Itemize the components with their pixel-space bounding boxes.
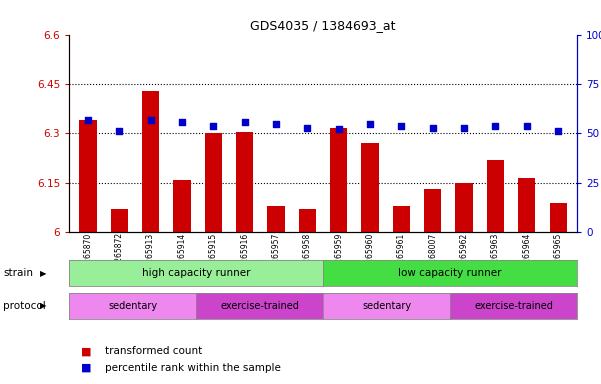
Text: sedentary: sedentary xyxy=(362,301,411,311)
Bar xyxy=(173,180,191,232)
Text: high capacity runner: high capacity runner xyxy=(142,268,251,278)
Point xyxy=(271,121,281,127)
Bar xyxy=(111,209,128,232)
Point xyxy=(490,122,500,129)
Point xyxy=(428,124,438,131)
Bar xyxy=(549,203,567,232)
Bar xyxy=(267,206,285,232)
Bar xyxy=(424,189,441,232)
Bar xyxy=(142,91,159,232)
Point xyxy=(177,119,187,125)
Text: ■: ■ xyxy=(81,346,91,356)
Point xyxy=(114,128,124,134)
Bar xyxy=(487,160,504,232)
Text: percentile rank within the sample: percentile rank within the sample xyxy=(105,363,281,373)
Text: exercise-trained: exercise-trained xyxy=(474,301,553,311)
Bar xyxy=(79,120,97,232)
Point xyxy=(302,124,312,131)
Text: strain: strain xyxy=(3,268,33,278)
Text: ■: ■ xyxy=(81,363,91,373)
Text: ▶: ▶ xyxy=(40,301,47,310)
Point xyxy=(522,122,532,129)
Point xyxy=(146,116,156,122)
Title: GDS4035 / 1384693_at: GDS4035 / 1384693_at xyxy=(250,19,396,32)
Point xyxy=(334,126,344,132)
Point xyxy=(240,119,249,125)
Bar xyxy=(518,178,535,232)
Bar xyxy=(393,206,410,232)
Bar xyxy=(330,129,347,232)
Bar xyxy=(299,209,316,232)
Point xyxy=(554,128,563,134)
Text: ▶: ▶ xyxy=(40,268,47,278)
Text: transformed count: transformed count xyxy=(105,346,203,356)
Bar xyxy=(205,133,222,232)
Text: protocol: protocol xyxy=(3,301,46,311)
Text: exercise-trained: exercise-trained xyxy=(220,301,299,311)
Point xyxy=(83,116,93,122)
Point xyxy=(397,122,406,129)
Bar xyxy=(456,183,473,232)
Text: sedentary: sedentary xyxy=(108,301,157,311)
Bar xyxy=(236,132,253,232)
Point xyxy=(209,122,218,129)
Bar xyxy=(361,143,379,232)
Point xyxy=(459,124,469,131)
Point xyxy=(365,121,375,127)
Text: low capacity runner: low capacity runner xyxy=(398,268,502,278)
